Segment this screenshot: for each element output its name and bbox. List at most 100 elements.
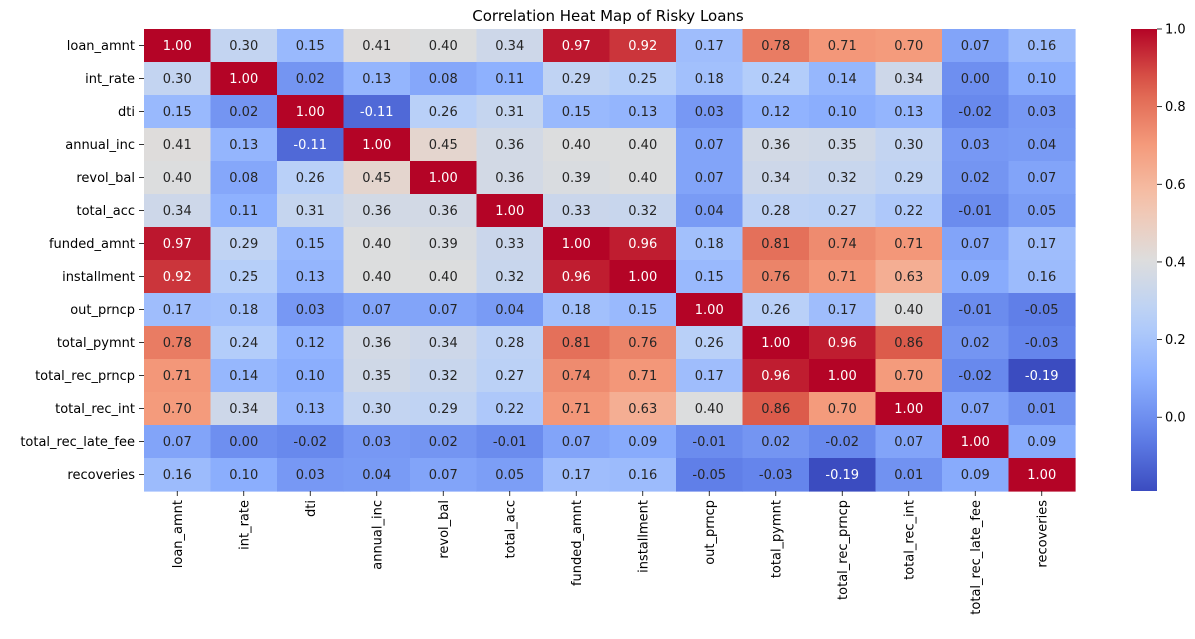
cell-value-label: 1.00 bbox=[695, 303, 724, 318]
heatmap-cell bbox=[609, 392, 677, 426]
cell-value-label: 1.00 bbox=[961, 435, 990, 450]
cell-value-label: 0.15 bbox=[296, 39, 325, 54]
cell-value-label: 0.32 bbox=[628, 204, 657, 219]
cell-value-label: 0.15 bbox=[628, 303, 657, 318]
heatmap-cell bbox=[742, 260, 810, 294]
cell-value-label: 0.13 bbox=[229, 138, 258, 153]
heatmap-cell bbox=[277, 29, 345, 63]
heatmap-cell bbox=[676, 29, 744, 63]
cell-value-label: 1.00 bbox=[628, 270, 657, 285]
cell-value-label: 0.24 bbox=[761, 72, 790, 87]
cell-value-label: 0.86 bbox=[761, 402, 790, 417]
cell-value-label: 0.14 bbox=[828, 72, 857, 87]
cell-value-label: 0.07 bbox=[429, 468, 458, 483]
heatmap-cell bbox=[410, 62, 478, 96]
cell-value-label: 0.03 bbox=[695, 105, 724, 120]
cell-value-label: 0.41 bbox=[163, 138, 192, 153]
cell-value-label: 0.70 bbox=[894, 39, 923, 54]
heatmap-cell bbox=[144, 227, 212, 261]
heatmap-cell bbox=[676, 227, 744, 261]
cell-value-label: 1.00 bbox=[495, 204, 524, 219]
cell-value-label: 0.40 bbox=[894, 303, 923, 318]
heatmap-cell bbox=[343, 95, 411, 129]
heatmap-cell bbox=[742, 194, 810, 228]
heatmap-cell bbox=[543, 95, 611, 129]
heatmap-cell bbox=[343, 425, 411, 459]
cell-value-label: 0.96 bbox=[628, 237, 657, 252]
heatmap-cell bbox=[742, 95, 810, 129]
row-label: out_prncp bbox=[70, 303, 135, 318]
heatmap-cell bbox=[676, 62, 744, 96]
cell-value-label: 0.26 bbox=[296, 171, 325, 186]
chart-title: Correlation Heat Map of Risky Loans bbox=[472, 7, 744, 25]
cell-value-label: 0.26 bbox=[695, 336, 724, 351]
cell-value-label: 0.96 bbox=[562, 270, 591, 285]
heatmap-cell bbox=[144, 95, 212, 129]
cell-value-label: 0.92 bbox=[163, 270, 192, 285]
cell-value-label: 0.00 bbox=[961, 72, 990, 87]
heatmap-cell bbox=[875, 458, 943, 492]
cell-value-label: 0.17 bbox=[695, 369, 724, 384]
row-label: funded_amnt bbox=[49, 237, 135, 252]
cell-value-label: 0.27 bbox=[828, 204, 857, 219]
heatmap-cell bbox=[809, 227, 877, 261]
heatmap-cell bbox=[476, 161, 544, 195]
heatmap-cell bbox=[942, 458, 1010, 492]
heatmap-cell bbox=[1008, 95, 1076, 129]
heatmap-cell bbox=[809, 326, 877, 360]
cell-value-label: 0.36 bbox=[761, 138, 790, 153]
cell-value-label: 0.31 bbox=[296, 204, 325, 219]
heatmap-cell bbox=[609, 128, 677, 162]
heatmap-cell bbox=[210, 326, 278, 360]
heatmap-cell bbox=[410, 161, 478, 195]
column-label: dti bbox=[304, 500, 319, 517]
cell-value-label: 0.04 bbox=[362, 468, 391, 483]
cell-value-label: 0.07 bbox=[695, 171, 724, 186]
cell-value-label: 0.71 bbox=[894, 237, 923, 252]
heatmap-cell bbox=[942, 425, 1010, 459]
cell-value-label: 0.07 bbox=[961, 237, 990, 252]
cell-value-label: 0.32 bbox=[828, 171, 857, 186]
cell-value-label: 0.70 bbox=[894, 369, 923, 384]
cell-value-label: 0.13 bbox=[894, 105, 923, 120]
heatmap-cell bbox=[676, 458, 744, 492]
heatmap-cell bbox=[476, 458, 544, 492]
cell-value-label: 0.15 bbox=[296, 237, 325, 252]
heatmap-cell bbox=[742, 458, 810, 492]
heatmap-cell bbox=[809, 161, 877, 195]
heatmap-cell bbox=[410, 326, 478, 360]
heatmap-cell bbox=[742, 293, 810, 327]
row-label: total_pymnt bbox=[57, 336, 135, 351]
heatmap-cell bbox=[809, 458, 877, 492]
heatmap-cell bbox=[875, 194, 943, 228]
heatmap-cell bbox=[476, 326, 544, 360]
heatmap-cell bbox=[609, 260, 677, 294]
heatmap-cell bbox=[343, 359, 411, 393]
cell-value-label: -0.19 bbox=[825, 468, 859, 483]
cell-value-label: 0.40 bbox=[628, 171, 657, 186]
heatmap-cell bbox=[476, 425, 544, 459]
cell-value-label: 0.03 bbox=[1027, 105, 1056, 120]
cell-value-label: 0.16 bbox=[1027, 39, 1056, 54]
heatmap-cell bbox=[210, 161, 278, 195]
heatmap-cell bbox=[875, 260, 943, 294]
cell-value-label: 0.40 bbox=[562, 138, 591, 153]
heatmap-cell bbox=[676, 293, 744, 327]
cell-value-label: 0.34 bbox=[495, 39, 524, 54]
heatmap-cell bbox=[1008, 425, 1076, 459]
cell-value-label: 0.32 bbox=[429, 369, 458, 384]
heatmap-cell bbox=[476, 62, 544, 96]
cell-value-label: 0.25 bbox=[628, 72, 657, 87]
heatmap-cell bbox=[742, 128, 810, 162]
cell-value-label: 0.78 bbox=[163, 336, 192, 351]
cell-value-label: 0.86 bbox=[894, 336, 923, 351]
heatmap-cell bbox=[343, 392, 411, 426]
heatmap-cell bbox=[942, 260, 1010, 294]
heatmap-cell bbox=[942, 62, 1010, 96]
cell-value-label: 0.36 bbox=[362, 204, 391, 219]
cell-value-label: 0.40 bbox=[628, 138, 657, 153]
cell-value-label: 0.29 bbox=[429, 402, 458, 417]
colorbar-tick-label: 0.2 bbox=[1165, 333, 1186, 348]
cell-value-label: 0.13 bbox=[362, 72, 391, 87]
